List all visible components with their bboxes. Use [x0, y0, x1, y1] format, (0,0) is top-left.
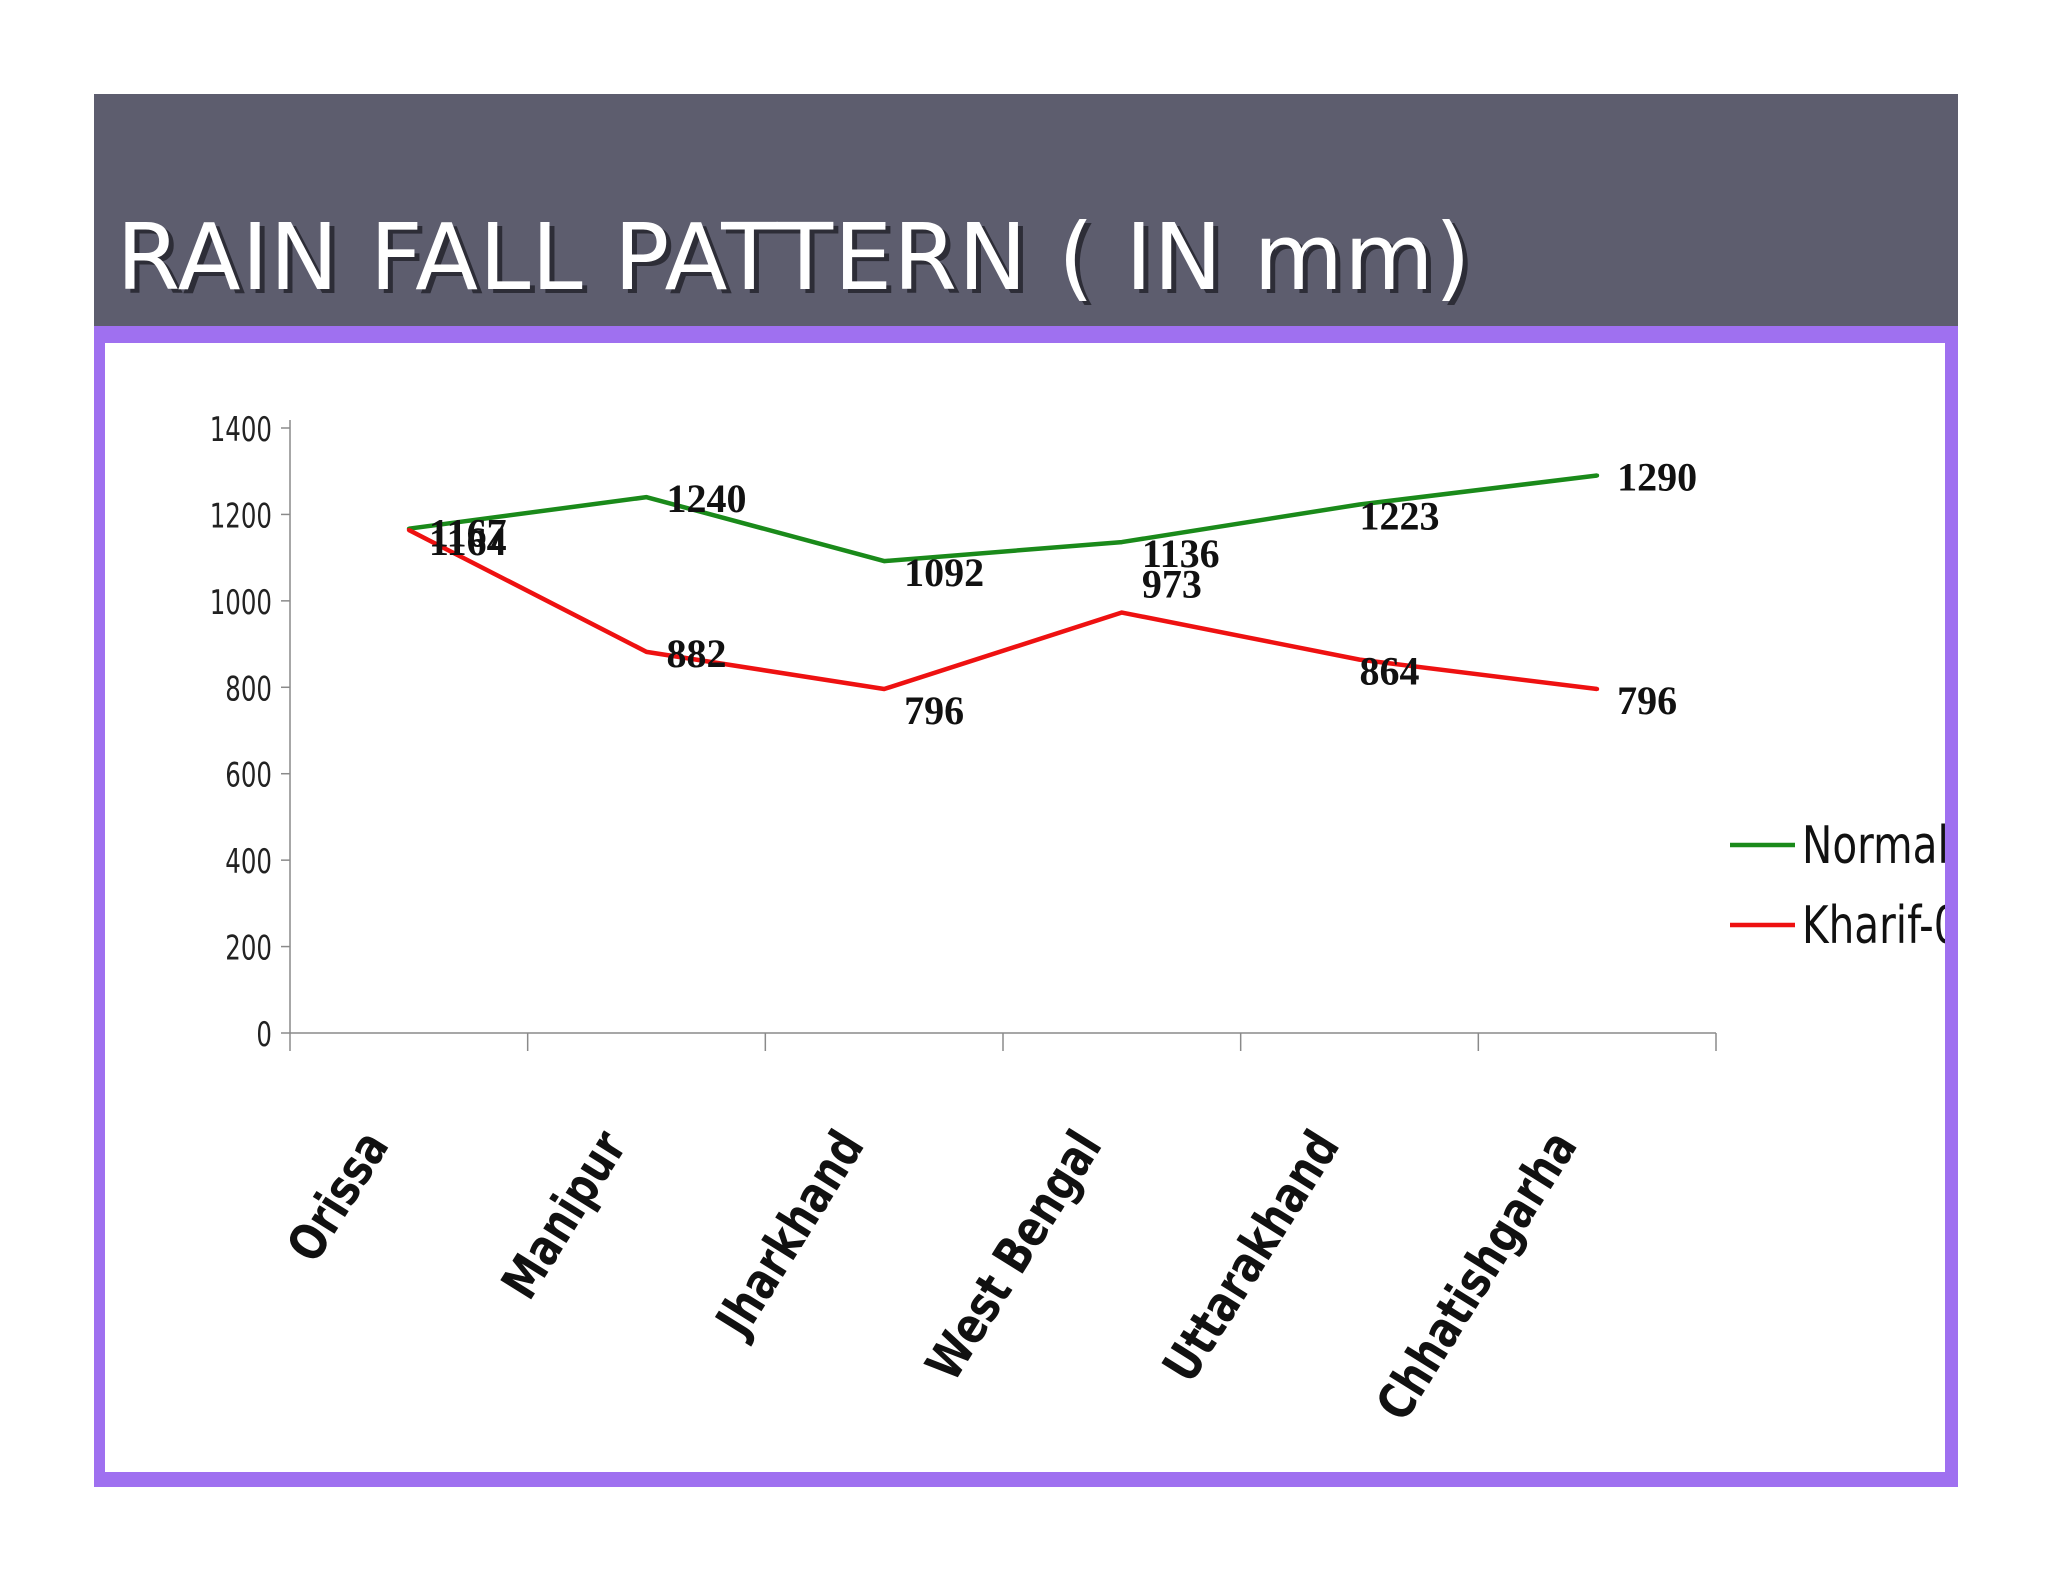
data-label: 1164 — [429, 519, 507, 564]
x-category-label: Jharkhand — [703, 1120, 875, 1348]
data-label: 796 — [1617, 678, 1677, 723]
x-category-label: Uttarakhand — [1151, 1120, 1351, 1391]
series-line-1 — [407, 527, 1598, 692]
data-point — [1357, 502, 1362, 507]
data-label: 796 — [904, 688, 964, 733]
y-tick-label: 1400 — [210, 410, 272, 449]
y-tick-label: 200 — [225, 929, 272, 968]
data-point — [1119, 540, 1124, 545]
data-point — [1119, 610, 1124, 615]
data-point — [644, 495, 649, 500]
y-tick-label: 1200 — [210, 496, 272, 535]
data-label: 1240 — [667, 476, 747, 521]
data-point — [644, 649, 649, 654]
x-category-label: Manipur — [490, 1120, 638, 1309]
slide-frame: RAIN FALL PATTERN ( IN mm) 0 200 400 600 800… — [94, 94, 1958, 1487]
data-label: 1223 — [1360, 493, 1440, 538]
x-category-label: Orissa — [275, 1120, 400, 1271]
data-label: 973 — [1142, 562, 1202, 607]
data-label: 1167 — [429, 511, 507, 556]
legend-label: Kharif-09 — [1802, 895, 1945, 955]
slide-title: RAIN FALL PATTERN ( IN mm) — [116, 204, 1472, 311]
legend-label: Normal ( Kh) — [1802, 815, 1945, 875]
x-category-label: West Bengal — [914, 1120, 1113, 1390]
y-tick-label: 1000 — [210, 583, 272, 622]
chart-panel: 0 200 400 600 800 1000 1200 1400 Orissa Manipur Jh… — [105, 343, 1945, 1472]
y-tick-label: 600 — [225, 756, 272, 795]
data-point — [1357, 657, 1362, 662]
data-label: 1136 — [1142, 531, 1220, 576]
data-point — [1595, 687, 1600, 692]
data-label: 882 — [667, 631, 727, 676]
y-tick-label: 800 — [225, 669, 272, 708]
series-layer — [406, 473, 1600, 692]
line-chart: 0 200 400 600 800 1000 1200 1400 Orissa Manipur Jh… — [210, 410, 1945, 1431]
data-point — [1595, 473, 1600, 478]
data-label: 864 — [1360, 649, 1420, 694]
series-line-0 — [408, 473, 1598, 564]
data-point — [882, 687, 887, 692]
data-label: 1290 — [1617, 455, 1697, 500]
x-category-label: Chhatishgarha — [1365, 1120, 1589, 1430]
data-label: 1092 — [904, 550, 984, 595]
chart-legend: Normal ( Kh) Kharif-09 — [1730, 815, 1945, 955]
data-point — [406, 527, 411, 532]
data-point — [882, 559, 887, 564]
title-bar: RAIN FALL PATTERN ( IN mm) — [94, 94, 1958, 326]
data-labels: 1167 1240 1092 1136 1223 1290 1164 882 796 973 864… — [429, 455, 1697, 733]
y-tick-label: 0 — [256, 1015, 272, 1054]
y-tick-label: 400 — [225, 842, 272, 881]
